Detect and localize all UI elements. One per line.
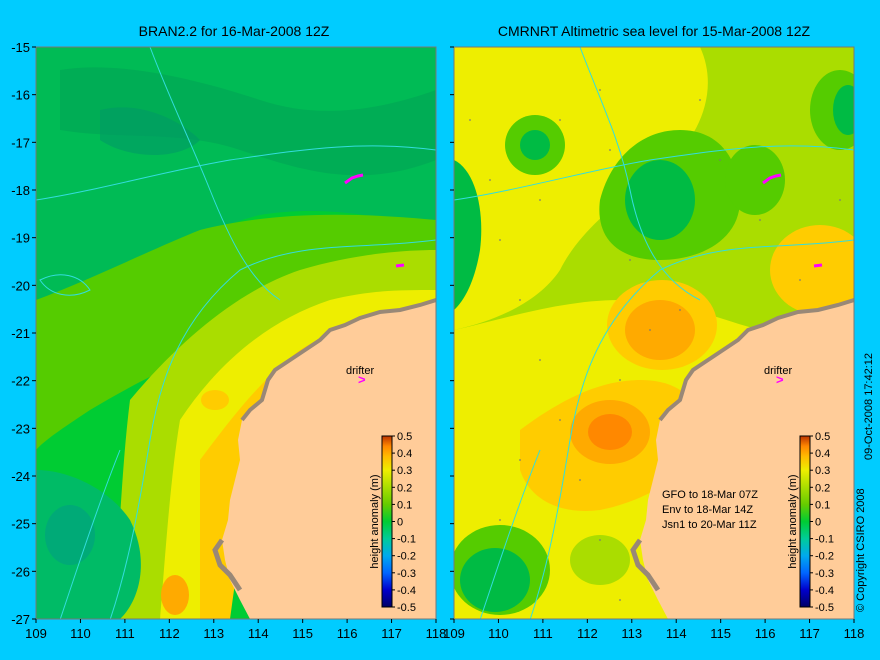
left-panel-title: BRAN2.2 for 16-Mar-2008 12Z — [139, 23, 330, 39]
right-colorbar: 0.5 0.4 0.3 0.2 0.1 0 -0.1 -0.2 -0.3 -0.4 -0.5 heig… — [787, 431, 834, 614]
colorbar-tick-label: 0.3 — [815, 465, 830, 477]
y-tick-label: -25 — [11, 517, 30, 532]
colorbar-tick-label: 0.1 — [397, 499, 412, 511]
x-tick-label: 118 — [426, 626, 447, 641]
x-tick-label: 114 — [248, 626, 269, 641]
x-tick-label: 112 — [159, 626, 180, 641]
y-tick-label: -18 — [11, 183, 30, 198]
x-tick-label: 117 — [799, 626, 820, 641]
colorbar-tick-label: 0.4 — [397, 448, 412, 460]
timestamp: 09-Oct-2008 17:42:12 — [863, 353, 875, 460]
drifter-track-icon — [762, 173, 782, 185]
colorbar-label: height anomaly (m) — [787, 474, 799, 568]
x-tick-label: 117 — [381, 626, 402, 641]
y-tick-label: -15 — [11, 40, 30, 55]
x-tick-label: 110 — [488, 626, 509, 641]
x-tick-label: 118 — [844, 626, 865, 641]
x-tick-label: 114 — [666, 626, 687, 641]
right-axes: 109 110 111 112 113 114 115 116 117 118 — [443, 46, 865, 641]
y-tick-label: -16 — [11, 88, 30, 103]
colorbar-tick-label: 0.2 — [397, 482, 412, 494]
y-tick-label: -17 — [11, 135, 30, 150]
drifter-track-icon — [395, 263, 405, 268]
x-tick-label: 116 — [755, 626, 776, 641]
y-tick-label: -20 — [11, 278, 30, 293]
left-axes: -15-16-17-18-19-20-21-22-23-24-25-26-271… — [11, 40, 446, 641]
colorbar-tick-label: -0.1 — [815, 534, 834, 546]
copyright: © Copyright CSIRO 2008 — [855, 488, 867, 612]
colorbar-tick-label: -0.2 — [397, 551, 416, 563]
colorbar-tick-label: -0.3 — [815, 568, 834, 580]
x-tick-label: 115 — [710, 626, 731, 641]
colorbar-tick-label: -0.1 — [397, 534, 416, 546]
colorbar-tick-label: 0.5 — [815, 431, 830, 443]
colorbar-tick-label: -0.5 — [815, 602, 834, 614]
x-tick-label: 110 — [70, 626, 91, 641]
colorbar-tick-label: 0.4 — [815, 448, 830, 460]
colorbar-tick-label: -0.2 — [815, 551, 834, 563]
satellite-note: GFO to 18-Mar 07Z — [662, 489, 758, 501]
drifter-track-icon — [344, 173, 364, 185]
x-tick-label: 113 — [203, 626, 224, 641]
x-tick-label: 112 — [577, 626, 598, 641]
left-drifter-label: drifter — [346, 365, 374, 377]
satellite-note: Env to 18-Mar 14Z — [662, 504, 753, 516]
drifter-arrow-icon: > — [358, 372, 366, 387]
colorbar-tick-label: -0.5 — [397, 602, 416, 614]
x-tick-label: 113 — [621, 626, 642, 641]
colorbar-tick-label: 0.5 — [397, 431, 412, 443]
y-tick-label: -21 — [11, 326, 30, 341]
colorbar-bar — [381, 435, 393, 608]
x-tick-label: 116 — [337, 626, 358, 641]
colorbar-tick-label: 0.1 — [815, 499, 830, 511]
x-tick-label: 109 — [443, 626, 465, 641]
colorbar-tick-label: 0.2 — [815, 482, 830, 494]
y-tick-label: -26 — [11, 564, 30, 579]
colorbar-tick-label: -0.3 — [397, 568, 416, 580]
right-drifter-label: drifter — [764, 365, 792, 377]
colorbar-tick-label: 0 — [815, 517, 821, 529]
colorbar-tick-label: -0.4 — [397, 585, 416, 597]
drifter-track-icon — [813, 263, 823, 268]
y-tick-label: -19 — [11, 231, 30, 246]
colorbar-bar — [799, 435, 811, 608]
x-tick-label: 111 — [533, 626, 553, 641]
x-tick-label: 109 — [25, 626, 47, 641]
right-panel-title: CMRNRT Altimetric sea level for 15-Mar-2… — [498, 23, 811, 39]
colorbar-label: height anomaly (m) — [369, 474, 381, 568]
y-tick-label: -24 — [11, 469, 30, 484]
colorbar-tick-label: -0.4 — [815, 585, 834, 597]
left-colorbar: 0.5 0.4 0.3 0.2 0.1 0 -0.1 -0.2 -0.3 -0.4 -0.5 heig… — [369, 431, 416, 614]
right-map-panel: > — [454, 47, 854, 619]
y-tick-label: -22 — [11, 374, 30, 389]
y-tick-label: -27 — [11, 612, 30, 627]
y-tick-label: -23 — [11, 421, 30, 436]
x-tick-label: 115 — [292, 626, 313, 641]
colorbar-tick-label: 0 — [397, 517, 403, 529]
x-tick-label: 111 — [115, 626, 135, 641]
colorbar-tick-label: 0.3 — [397, 465, 412, 477]
drifter-arrow-icon: > — [776, 372, 784, 387]
satellite-note: Jsn1 to 20-Mar 11Z — [662, 519, 757, 531]
